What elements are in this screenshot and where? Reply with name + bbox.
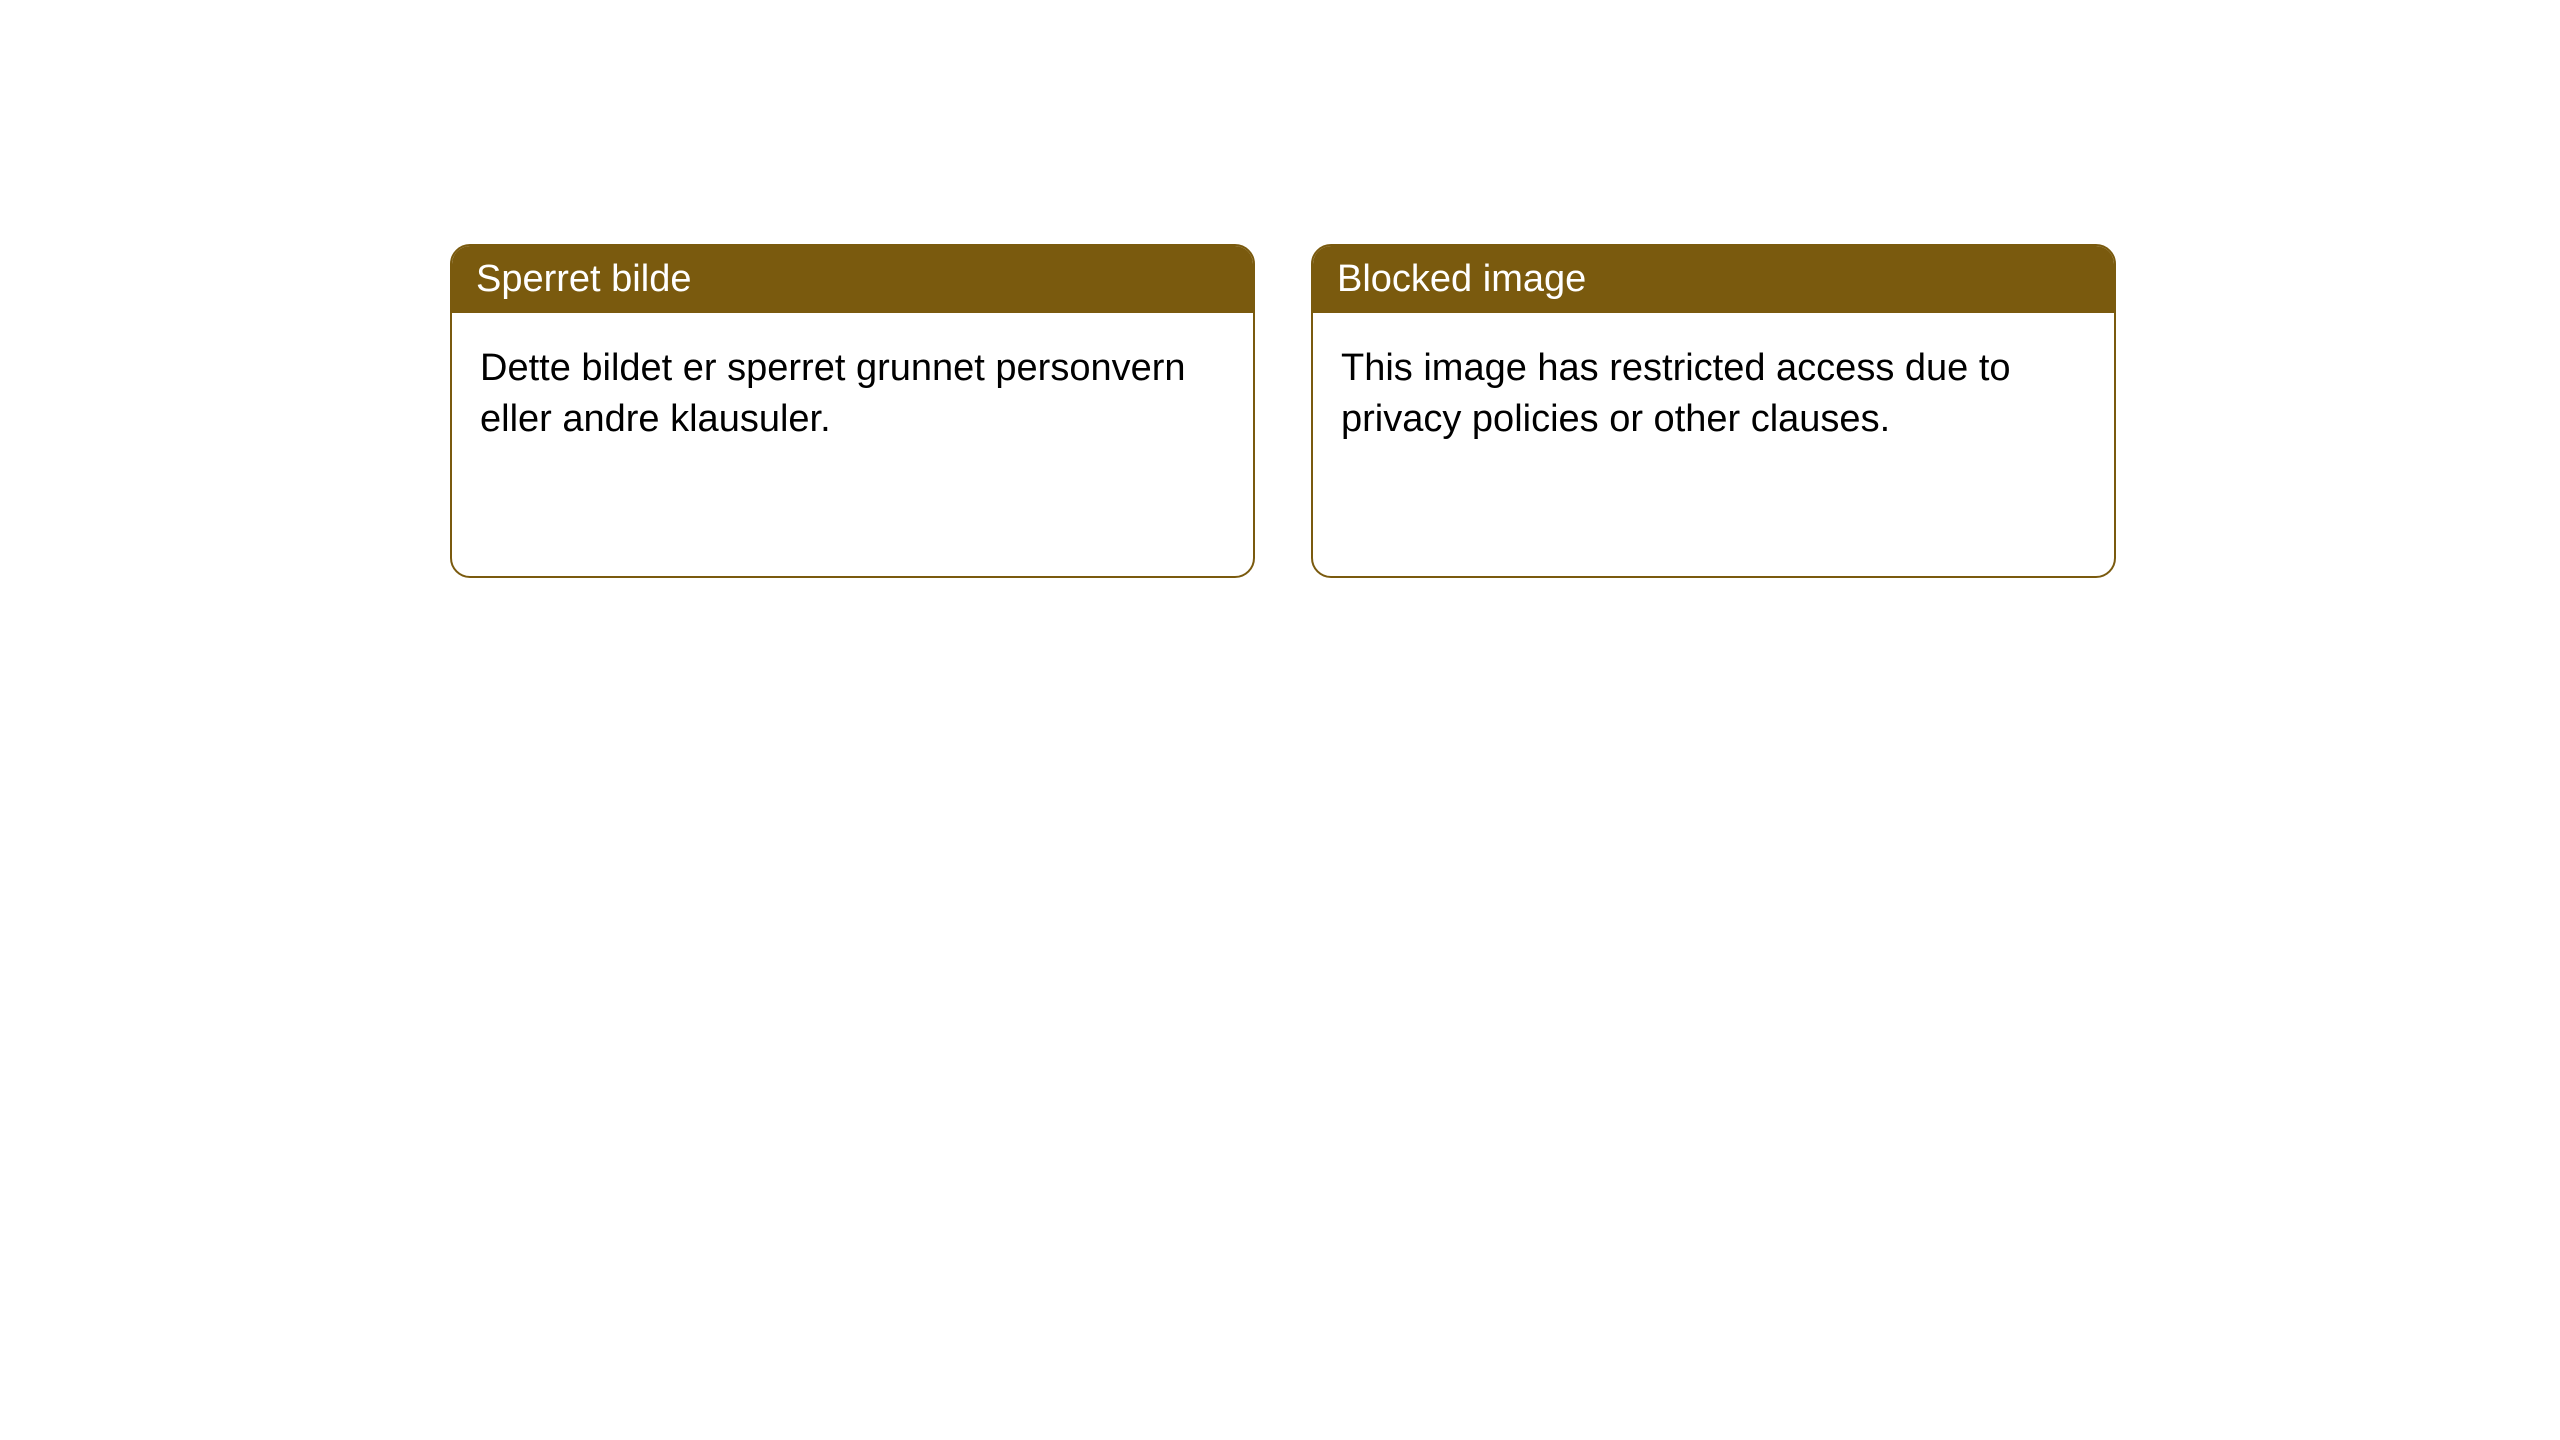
notice-body: This image has restricted access due to … (1313, 313, 2114, 476)
notice-title: Blocked image (1337, 258, 1586, 300)
notice-container: Sperret bilde Dette bildet er sperret gr… (450, 244, 2116, 578)
notice-title: Sperret bilde (476, 258, 691, 300)
notice-card-english: Blocked image This image has restricted … (1311, 244, 2116, 578)
notice-header: Blocked image (1313, 246, 2114, 313)
notice-body: Dette bildet er sperret grunnet personve… (452, 313, 1253, 476)
notice-text: This image has restricted access due to … (1341, 347, 2011, 440)
notice-card-norwegian: Sperret bilde Dette bildet er sperret gr… (450, 244, 1255, 578)
notice-text: Dette bildet er sperret grunnet personve… (480, 347, 1186, 440)
notice-header: Sperret bilde (452, 246, 1253, 313)
